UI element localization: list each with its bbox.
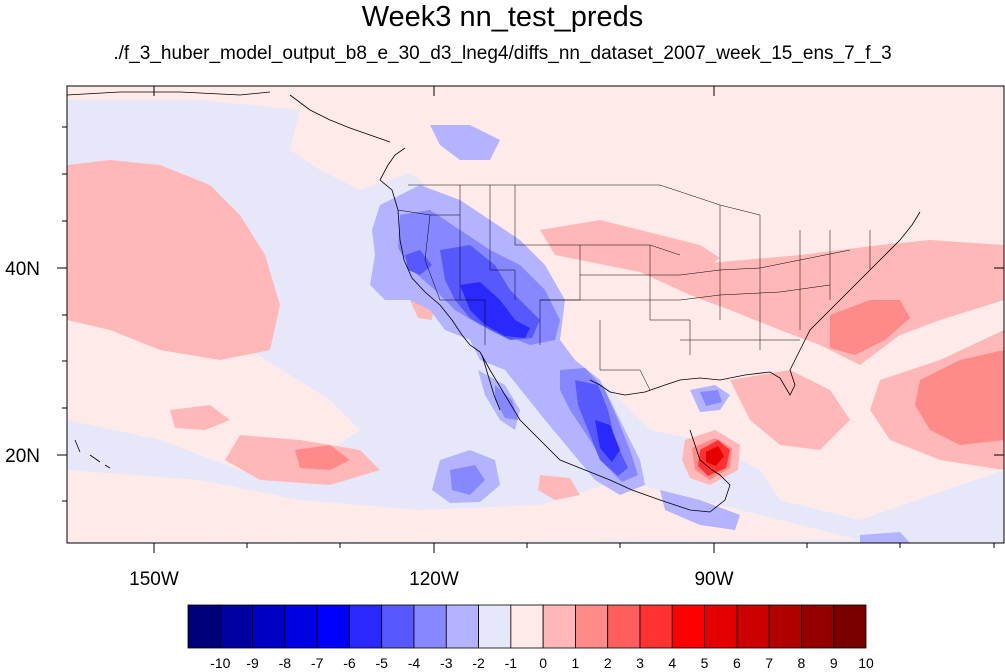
- field-red-strong: [698, 440, 730, 476]
- coastlines: [67, 91, 921, 513]
- colorbar-label: 10: [858, 655, 874, 671]
- colorbar-swatch: [316, 604, 350, 649]
- x-tick-label: 120W: [409, 569, 459, 590]
- colorbar-label: 6: [733, 655, 741, 671]
- colorbar-label: 2: [604, 655, 612, 671]
- colorbar-swatch: [801, 604, 835, 649]
- colorbar-swatch: [349, 604, 383, 649]
- colorbar-swatch: [736, 604, 770, 649]
- colorbar-label: 0: [539, 655, 547, 671]
- colorbar-label: -5: [375, 655, 388, 671]
- colorbar-swatch: [284, 604, 318, 649]
- state-borders: [397, 184, 871, 391]
- colorbar-label: 4: [668, 655, 676, 671]
- page-title: Week3 nn_test_preds: [361, 1, 644, 33]
- colorbar-swatch: [413, 604, 447, 649]
- colorbar-label: -4: [408, 655, 421, 671]
- colorbar-label: -3: [440, 655, 453, 671]
- colorbar-swatch: [671, 604, 705, 649]
- y-tick-label: 20N: [5, 446, 40, 467]
- field-red-medium: [295, 300, 1004, 480]
- colorbar-swatch: [187, 604, 221, 649]
- colorbar-label: -1: [505, 655, 518, 671]
- colorbar-label: 9: [830, 655, 838, 671]
- colorbar-label: 3: [636, 655, 644, 671]
- colorbar-label: 7: [765, 655, 773, 671]
- y-tick-label: 40N: [5, 259, 40, 280]
- colorbar-label: -9: [246, 655, 259, 671]
- colorbar-label: 5: [701, 655, 709, 671]
- colorbar-swatch: [768, 604, 802, 649]
- x-tick-label: 90W: [694, 569, 733, 590]
- colorbar-swatch: [833, 604, 867, 649]
- colorbar-swatch: [219, 604, 253, 649]
- colorbar-swatch: [510, 604, 544, 649]
- colorbar-label: -8: [279, 655, 292, 671]
- x-tick-label: 150W: [129, 569, 179, 590]
- colorbar-label: -2: [472, 655, 485, 671]
- colorbar-swatch: [445, 604, 479, 649]
- page-subtitle: ./f_3_huber_model_output_b8_e_30_d3_lneg…: [113, 43, 892, 64]
- colorbar-swatch: [478, 604, 512, 649]
- map-plot: [67, 86, 1004, 543]
- x-tick-labels: 150W 120W 90W: [129, 569, 733, 590]
- field-blue-deep: [460, 282, 620, 462]
- colorbar-swatch: [607, 604, 641, 649]
- tick-marks: [57, 86, 1004, 553]
- y-tick-labels: 40N 20N: [5, 259, 40, 467]
- colorbar-swatch: [704, 604, 738, 649]
- colorbar-swatch: [575, 604, 609, 649]
- colorbar: -10 -9 -8 -7 -6 -5 -4 -3 -2 -1 0 1 2 3 4 5 6 7 8 9 10: [187, 604, 874, 671]
- colorbar-label: 1: [572, 655, 580, 671]
- colorbar-swatch: [639, 604, 673, 649]
- colorbar-label: 8: [798, 655, 806, 671]
- colorbar-swatch: [252, 604, 286, 649]
- colorbar-swatch: [381, 604, 415, 649]
- colorbar-swatch: [542, 604, 576, 649]
- colorbar-label: -10: [210, 655, 230, 671]
- colorbar-label: -7: [311, 655, 324, 671]
- colorbar-label: -6: [343, 655, 356, 671]
